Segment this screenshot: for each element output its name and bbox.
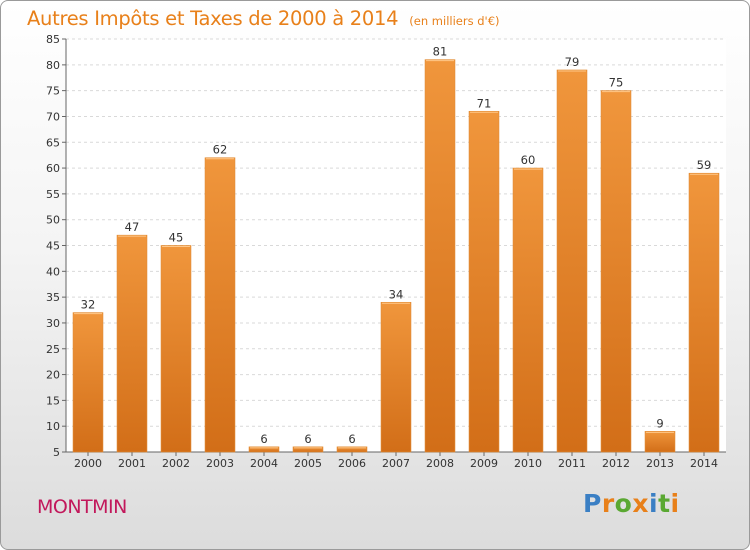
bar — [160, 245, 192, 453]
x-tick-label: 2001 — [118, 457, 146, 470]
x-tick-label: 2004 — [250, 457, 278, 470]
bar — [644, 431, 676, 453]
data-label: 6 — [304, 432, 311, 446]
logo-letter: i — [670, 489, 680, 518]
y-tick-label: 40 — [46, 265, 60, 278]
x-tick-label: 2010 — [514, 457, 542, 470]
y-tick-label: 30 — [46, 317, 60, 330]
data-label: 47 — [125, 220, 140, 234]
y-tick-label: 80 — [46, 59, 60, 72]
bar — [336, 446, 368, 453]
chart-title-block: Autres Impôts et Taxes de 2000 à 2014 (e… — [27, 7, 500, 30]
data-label: 81 — [433, 45, 448, 59]
bar — [116, 234, 148, 453]
data-label: 60 — [521, 153, 536, 167]
data-label: 62 — [213, 143, 228, 157]
y-tick-label: 60 — [46, 162, 60, 175]
logo-letter: o — [614, 489, 633, 518]
bar — [292, 446, 324, 453]
y-tick-label: 25 — [46, 343, 60, 356]
data-label: 32 — [81, 298, 96, 312]
y-tick-label: 15 — [46, 394, 60, 407]
proxiti-logo: Proxiti — [583, 489, 680, 518]
y-tick-label: 65 — [46, 136, 60, 149]
x-tick-label: 2007 — [382, 457, 410, 470]
bar — [248, 446, 280, 453]
x-tick-label: 2006 — [338, 457, 366, 470]
y-tick-label: 20 — [46, 369, 60, 382]
bar — [204, 157, 236, 453]
data-label: 71 — [477, 96, 492, 110]
logo-letter: t — [658, 489, 671, 518]
y-tick-label: 55 — [46, 188, 60, 201]
bar — [72, 312, 104, 453]
bar — [688, 172, 720, 453]
chart-subtitle: (en milliers d'€) — [409, 14, 500, 28]
x-tick-label: 2011 — [558, 457, 586, 470]
data-labels: 32 47 45 62 6 6 6 34 81 71 60 79 75 9 59 — [81, 45, 712, 446]
data-label: 79 — [565, 55, 580, 69]
data-label: 75 — [609, 76, 624, 90]
data-label: 59 — [697, 158, 712, 172]
data-label: 45 — [169, 231, 184, 245]
x-tick-label: 2005 — [294, 457, 322, 470]
y-tick-label: 45 — [46, 240, 60, 253]
logo-letter: x — [632, 489, 649, 518]
bar — [424, 59, 456, 453]
x-tick-label: 2012 — [602, 457, 630, 470]
data-label: 34 — [389, 287, 404, 301]
data-label: 6 — [260, 432, 267, 446]
y-tick-label: 75 — [46, 85, 60, 98]
data-label: 9 — [656, 416, 663, 430]
bar — [512, 167, 544, 453]
x-tick-label: 2014 — [690, 457, 718, 470]
y-tick-label: 85 — [46, 33, 60, 46]
x-tick-label: 2002 — [162, 457, 190, 470]
x-tick-label: 2003 — [206, 457, 234, 470]
x-tick-label: 2009 — [470, 457, 498, 470]
bar — [468, 110, 500, 453]
data-label: 6 — [348, 432, 355, 446]
y-tick-labels: 5 10 15 20 25 30 35 40 45 50 55 60 65 70 75 80 85 — [46, 33, 60, 459]
bar — [556, 69, 588, 453]
y-tick-label: 5 — [53, 446, 60, 459]
x-tick-label: 2000 — [74, 457, 102, 470]
y-tick-label: 10 — [46, 420, 60, 433]
logo-letter: P — [583, 489, 602, 518]
bar — [600, 90, 632, 453]
commune-name: MONTMIN — [37, 496, 127, 518]
bars — [72, 59, 720, 453]
chart-title: Autres Impôts et Taxes de 2000 à 2014 — [27, 7, 399, 30]
y-tick-label: 35 — [46, 291, 60, 304]
y-tick-label: 50 — [46, 214, 60, 227]
x-tick-label: 2013 — [646, 457, 674, 470]
x-tick-label: 2008 — [426, 457, 454, 470]
logo-letter: i — [649, 489, 659, 518]
y-tick-label: 70 — [46, 110, 60, 123]
x-tick-labels: 2000 2001 2002 2003 2004 2005 2006 2007 2008 2009… — [74, 457, 718, 470]
bar — [380, 301, 412, 453]
logo-letter: r — [601, 489, 615, 518]
